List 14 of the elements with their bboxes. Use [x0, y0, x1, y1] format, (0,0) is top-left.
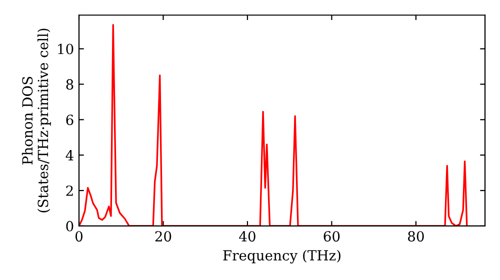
x-tick-label: 60 — [324, 231, 340, 242]
x-axis-title: Frequency (THz) — [223, 250, 340, 264]
y-axis-title: Phonon DOS (States/THz·primitive cell) — [22, 28, 51, 212]
x-tick-label: 0 — [75, 231, 82, 242]
line-series — [79, 24, 468, 226]
y-tick-label: 10 — [58, 44, 74, 54]
y-tick-label: 2 — [66, 185, 73, 196]
y-tick-label: 8 — [66, 79, 74, 90]
x-tick-label: 20 — [155, 231, 172, 242]
x-tick-label: 40 — [239, 231, 256, 242]
x-tick-label: 80 — [408, 231, 424, 242]
y-tick-label: 0 — [66, 220, 74, 232]
y-tick-label: 4 — [66, 150, 74, 160]
y-tick-label: 6 — [66, 114, 74, 126]
